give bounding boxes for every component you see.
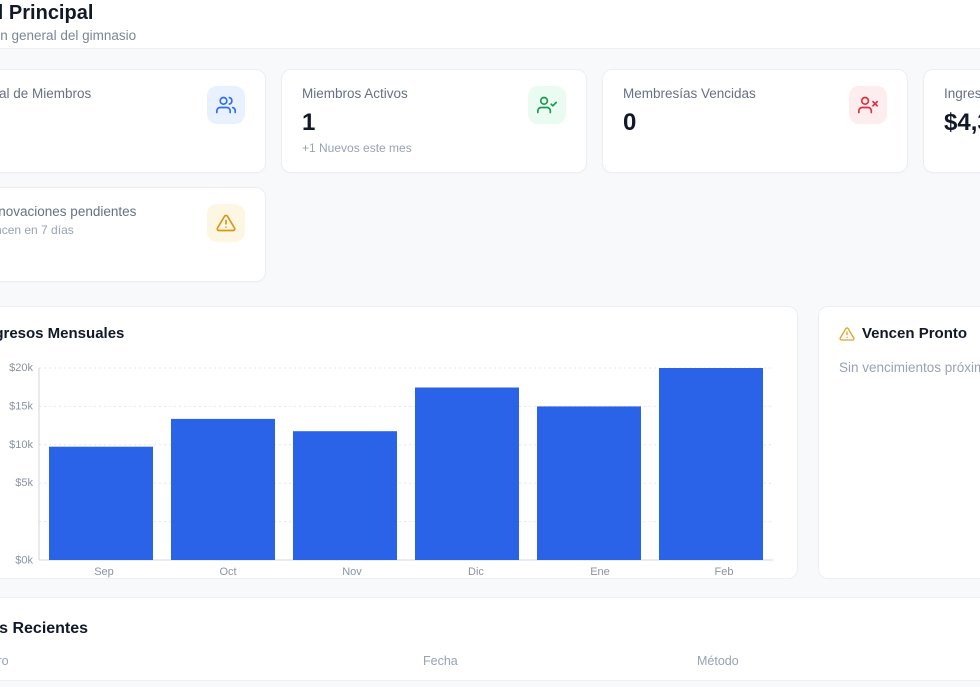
svg-text:$0k: $0k bbox=[15, 555, 33, 567]
svg-text:$20k: $20k bbox=[9, 362, 33, 374]
svg-text:Nov: Nov bbox=[342, 566, 362, 578]
svg-text:Dic: Dic bbox=[468, 566, 484, 578]
svg-text:Oct: Oct bbox=[219, 566, 236, 578]
svg-text:$15k: $15k bbox=[9, 400, 33, 412]
svg-text:Sep: Sep bbox=[94, 566, 114, 578]
svg-text:Feb: Feb bbox=[715, 566, 734, 578]
svg-text:Ene: Ene bbox=[590, 566, 610, 578]
svg-text:$5k: $5k bbox=[15, 477, 33, 489]
svg-text:$10k: $10k bbox=[9, 439, 33, 451]
